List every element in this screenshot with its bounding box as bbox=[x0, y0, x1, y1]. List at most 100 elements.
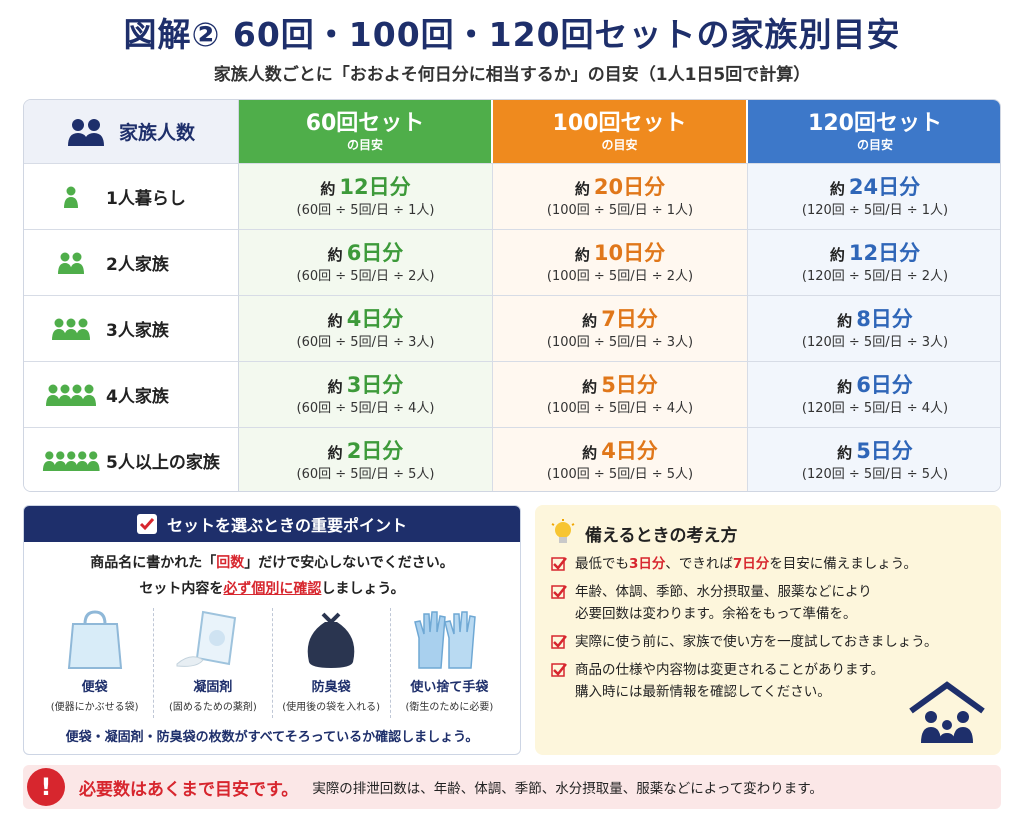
row-people-icon bbox=[42, 318, 106, 340]
cell-days: 7日分 bbox=[601, 306, 658, 331]
cell-value: 約 5日分 bbox=[582, 372, 658, 400]
points-line1: 商品名に書かれた「回数」だけで安心しないでください。 bbox=[24, 552, 520, 572]
check-icon bbox=[551, 557, 567, 571]
warning-sub: 実際の排泄回数は、年齢、体調、季節、水分摂取量、服薬などによって変わります。 bbox=[312, 781, 823, 797]
cell-calc: (120回 ÷ 5回/日 ÷ 3人) bbox=[801, 334, 949, 350]
item-gloves: 使い捨て手袋 (衛生のために必要) bbox=[391, 608, 508, 718]
cell-c100: 約 4日分 (100回 ÷ 5回/日 ÷ 5人) bbox=[493, 427, 748, 491]
item-coagulant: 凝固剤 (固めるための薬剤) bbox=[154, 608, 273, 718]
row-label: 1人暮らし bbox=[24, 163, 239, 229]
cell-prefix: 約 bbox=[327, 311, 343, 330]
family-icon bbox=[67, 118, 104, 146]
cell-c60: 約 4日分 (60回 ÷ 5回/日 ÷ 3人) bbox=[239, 295, 493, 361]
tip1-e: を目安に備えましょう。 bbox=[769, 556, 918, 572]
item-bag-name: 便袋 bbox=[81, 680, 108, 695]
tip2-line1: 年齢、体調、季節、水分摂取量、服薬などにより bbox=[575, 584, 872, 600]
header-120-sub: の目安 bbox=[856, 137, 893, 152]
points-line1-a: 商品名に書かれた「 bbox=[90, 555, 217, 571]
cell-value: 約 3日分 bbox=[328, 372, 404, 400]
tip1-c: 、できれば bbox=[665, 556, 733, 572]
row-label: 5人以上の家族 bbox=[24, 427, 239, 491]
lightbulb-icon bbox=[551, 519, 575, 543]
cell-value: 約 10日分 bbox=[575, 240, 665, 268]
tip-1: 最低でも3日分、できれば7日分を目安に備えましょう。 bbox=[551, 553, 985, 575]
row-label: 3人家族 bbox=[24, 295, 239, 361]
header-100-title: 100回セット bbox=[552, 110, 687, 136]
check-icon bbox=[551, 585, 567, 599]
bag-icon bbox=[67, 610, 122, 669]
cell-c120: 約 12日分 (120回 ÷ 5回/日 ÷ 2人) bbox=[748, 229, 1000, 295]
thinking-heading: 備えるときの考え方 bbox=[585, 525, 738, 546]
cell-c60: 約 6日分 (60回 ÷ 5回/日 ÷ 2人) bbox=[239, 229, 493, 295]
cell-prefix: 約 bbox=[574, 245, 590, 264]
header-family-label: 家族人数 bbox=[118, 122, 195, 144]
item-gloves-desc: (衛生のために必要) bbox=[405, 702, 494, 713]
cell-prefix: 約 bbox=[320, 179, 336, 198]
header-60: 60回セット の目安 bbox=[239, 100, 493, 163]
row-label-text: 4人家族 bbox=[106, 387, 169, 407]
cell-c120: 約 8日分 (120回 ÷ 5回/日 ÷ 3人) bbox=[748, 295, 1000, 361]
cell-prefix: 約 bbox=[582, 311, 598, 330]
item-gloves-name: 使い捨て手袋 bbox=[410, 680, 489, 695]
page-title: 図解② 60回・100回・120回セットの家族別目安 bbox=[123, 15, 901, 54]
important-points-panel: セットを選ぶときの重要ポイント 商品名に書かれた「回数」だけで安心しないでくださ… bbox=[23, 505, 521, 755]
cell-calc: (120回 ÷ 5回/日 ÷ 1人) bbox=[801, 202, 949, 218]
set-items: 便袋 (便器にかぶせる袋) 凝固剤 (固めるための薬剤) 防臭袋 (使用後の袋を… bbox=[36, 608, 508, 718]
tip4-line1: 商品の仕様や内容物は変更されることがあります。 bbox=[575, 662, 885, 678]
row-people-icon bbox=[42, 450, 106, 472]
cell-days: 6日分 bbox=[856, 372, 913, 397]
cell-value: 約 4日分 bbox=[582, 438, 658, 466]
check-icon bbox=[551, 635, 567, 649]
cell-prefix: 約 bbox=[837, 443, 853, 462]
cell-days: 20日分 bbox=[593, 174, 666, 199]
cell-c100: 約 5日分 (100回 ÷ 5回/日 ÷ 4人) bbox=[493, 361, 748, 427]
page-subtitle: 家族人数ごとに「おおよそ何日分に相当するか」の目安（1人1日5回で計算） bbox=[213, 65, 811, 85]
cell-prefix: 約 bbox=[327, 377, 343, 396]
item-coagulant-desc: (固めるための薬剤) bbox=[168, 702, 257, 713]
tip1-b: 3日分 bbox=[629, 556, 666, 572]
cell-calc: (100回 ÷ 5回/日 ÷ 3人) bbox=[546, 334, 694, 350]
cell-days: 12日分 bbox=[339, 174, 411, 199]
people-icon bbox=[46, 384, 96, 406]
people-icon bbox=[42, 450, 100, 471]
points-line2-c: しましょう。 bbox=[321, 581, 405, 597]
tip4-line2: 購入時には最新情報を確認してください。 bbox=[575, 684, 831, 700]
row-label-text: 1人暮らし bbox=[106, 189, 186, 209]
header-120: 120回セット の目安 bbox=[748, 100, 1000, 163]
cell-c100: 約 10日分 (100回 ÷ 5回/日 ÷ 2人) bbox=[493, 229, 748, 295]
cell-prefix: 約 bbox=[829, 179, 845, 198]
points-line1-b: 回数 bbox=[216, 555, 245, 571]
cell-value: 約 12日分 bbox=[830, 240, 920, 268]
item-deodorant-bag: 防臭袋 (使用後の袋を入れる) bbox=[273, 608, 391, 718]
warning-main: 必要数はあくまで目安です。 bbox=[79, 779, 299, 800]
cell-calc: (60回 ÷ 5回/日 ÷ 1人) bbox=[296, 202, 435, 218]
cell-prefix: 約 bbox=[837, 377, 853, 396]
cell-value: 約 12日分 bbox=[320, 174, 410, 202]
warning-icon: ! bbox=[27, 768, 65, 806]
row-label: 2人家族 bbox=[24, 229, 239, 295]
cell-days: 4日分 bbox=[346, 306, 404, 331]
house-family-icon bbox=[909, 681, 985, 743]
points-heading: セットを選ぶときの重要ポイント bbox=[166, 516, 407, 535]
cell-calc: (60回 ÷ 5回/日 ÷ 2人) bbox=[296, 268, 435, 284]
cell-value: 約 7日分 bbox=[582, 306, 658, 334]
cell-c60: 約 12日分 (60回 ÷ 5回/日 ÷ 1人) bbox=[239, 163, 493, 229]
cell-days: 3日分 bbox=[346, 372, 404, 397]
family-estimate-table: 家族人数 60回セット の目安 100回セット の目安 120回セット の目安 … bbox=[23, 99, 1001, 492]
cell-prefix: 約 bbox=[829, 245, 845, 264]
cell-calc: (100回 ÷ 5回/日 ÷ 1人) bbox=[546, 202, 694, 218]
cell-calc: (120回 ÷ 5回/日 ÷ 4人) bbox=[801, 400, 949, 416]
item-deodorant-bag-desc: (使用後の袋を入れる) bbox=[282, 702, 381, 713]
header-100: 100回セット の目安 bbox=[493, 100, 748, 163]
cell-calc: (100回 ÷ 5回/日 ÷ 2人) bbox=[546, 268, 694, 284]
people-icon bbox=[64, 186, 78, 208]
cell-c120: 約 24日分 (120回 ÷ 5回/日 ÷ 1人) bbox=[748, 163, 1000, 229]
header-100-sub: の目安 bbox=[601, 137, 638, 152]
points-line2: セット内容を必ず個別に確認しましょう。 bbox=[24, 578, 520, 598]
cell-c100: 約 7日分 (100回 ÷ 5回/日 ÷ 3人) bbox=[493, 295, 748, 361]
points-line2-b: 必ず個別に確認 bbox=[223, 581, 322, 597]
cell-calc: (120回 ÷ 5回/日 ÷ 5人) bbox=[801, 466, 949, 482]
cell-prefix: 約 bbox=[837, 311, 853, 330]
cell-calc: (60回 ÷ 5回/日 ÷ 4人) bbox=[296, 400, 435, 416]
check-icon bbox=[551, 663, 567, 677]
